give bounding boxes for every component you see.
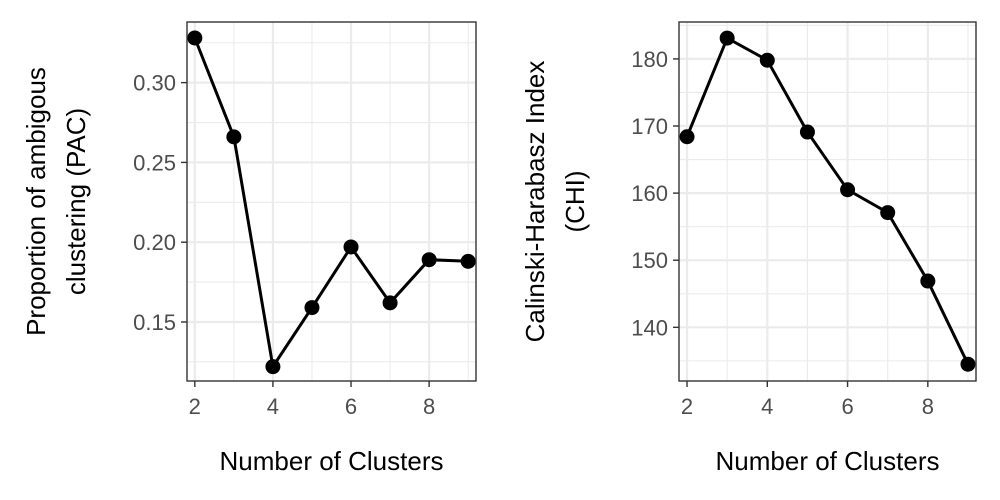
pac-y-axis-title-line1: Proportion of ambigous	[21, 67, 51, 336]
chi-gridlines	[679, 22, 976, 381]
chi-data-point	[679, 129, 695, 145]
pac-series	[187, 30, 476, 375]
chi-data-point	[799, 124, 815, 140]
pac-panel-border	[186, 21, 477, 382]
chi-x-ticks: 2 4 6 8	[681, 381, 934, 419]
pac-chart: 2 4 6 8 0.15 0.20 0.25 0.30 Number of Clusters…	[21, 21, 477, 476]
chi-data-point	[840, 182, 856, 198]
pac-x-ticks: 2 4 6 8	[189, 381, 435, 419]
pac-y-axis-title-line2: clustering (PAC)	[61, 108, 91, 295]
pac-y-tick-label: 0.15	[133, 310, 176, 335]
chi-data-point	[719, 30, 735, 46]
pac-x-tick-label: 4	[267, 394, 279, 419]
chi-y-tick-label: 150	[631, 248, 668, 273]
chi-panel-border	[678, 21, 977, 382]
pac-y-tick-label: 0.20	[133, 230, 176, 255]
chi-x-axis-title: Number of Clusters	[716, 446, 940, 476]
pac-x-tick-label: 6	[345, 394, 357, 419]
chi-data-point	[759, 52, 775, 68]
chi-y-ticks: 140 150 160 170 180	[631, 47, 679, 340]
chi-x-tick-label: 4	[761, 394, 773, 419]
chi-x-tick-label: 6	[841, 394, 853, 419]
chi-data-point	[920, 273, 936, 289]
chi-y-axis-title-line1: Calinski-Harabasz Index	[520, 61, 550, 343]
pac-x-axis-title: Number of Clusters	[220, 446, 444, 476]
pac-data-point	[226, 129, 242, 145]
pac-y-ticks: 0.15 0.20 0.25 0.30	[133, 71, 187, 335]
pac-data-point	[421, 252, 437, 268]
pac-x-tick-label: 8	[423, 394, 435, 419]
chi-series	[679, 30, 976, 372]
pac-data-point	[460, 253, 476, 269]
pac-y-tick-label: 0.25	[133, 150, 176, 175]
pac-x-tick-label: 2	[189, 394, 201, 419]
pac-gridlines	[187, 22, 476, 381]
pac-data-point	[187, 30, 203, 46]
pac-data-point	[304, 300, 320, 316]
chi-data-point	[960, 356, 976, 372]
chi-y-tick-label: 140	[631, 315, 668, 340]
chi-y-tick-label: 180	[631, 47, 668, 72]
pac-data-point	[382, 295, 398, 311]
chi-y-axis-title-line2: (CHI)	[560, 170, 590, 232]
chi-series-line	[685, 35, 970, 365]
pac-y-tick-label: 0.30	[133, 71, 176, 96]
chi-x-tick-label: 8	[922, 394, 934, 419]
pac-data-point	[343, 239, 359, 255]
chi-x-tick-label: 2	[681, 394, 693, 419]
chi-data-point	[880, 205, 896, 221]
chi-y-tick-label: 170	[631, 114, 668, 139]
pac-data-point	[265, 359, 281, 375]
chi-y-tick-label: 160	[631, 181, 668, 206]
pac-series-line	[193, 37, 469, 371]
